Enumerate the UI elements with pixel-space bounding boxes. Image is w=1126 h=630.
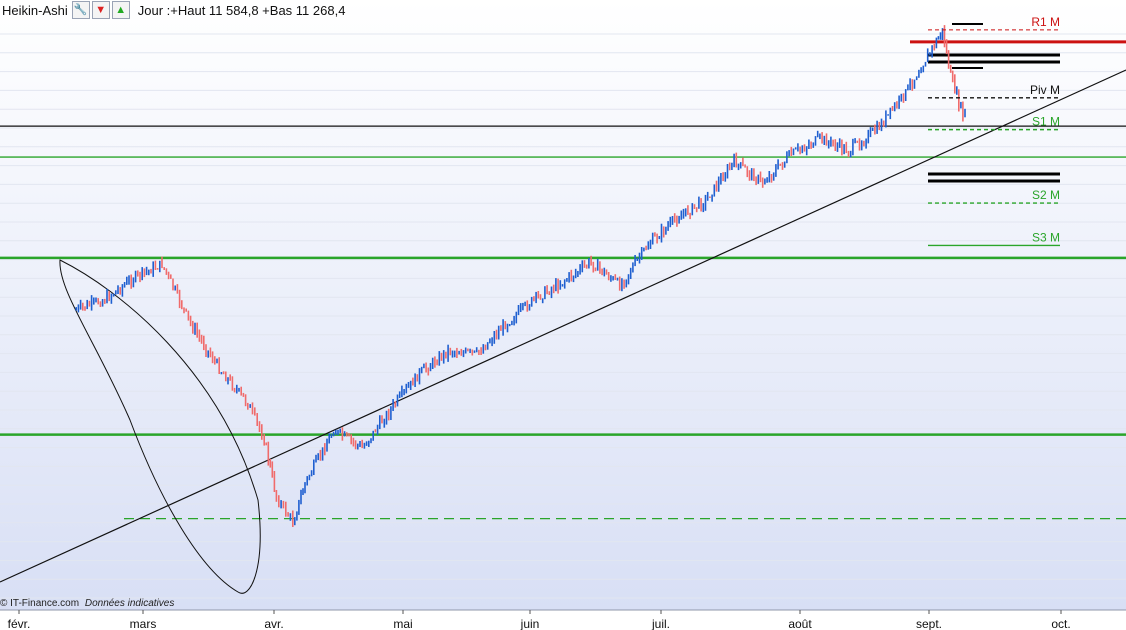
- x-tick-label: sept.: [916, 617, 942, 630]
- disclaimer-text: Données indicatives: [84, 598, 175, 609]
- gridlines: [0, 33, 1126, 599]
- x-tick-label: juin: [520, 617, 540, 630]
- x-axis: févr. mars avr. mai juin juil. août sept. oct.: [0, 609, 1126, 630]
- indicator-name[interactable]: Heikin-Ashi: [2, 2, 68, 18]
- drawing-overlay: [0, 69, 1126, 594]
- pivot-label: Piv M: [1030, 83, 1060, 97]
- x-tick-label: oct.: [1051, 617, 1070, 630]
- candles: [75, 25, 966, 527]
- pivot-label: S1 M: [1032, 115, 1060, 129]
- x-tick-label: mars: [130, 617, 157, 630]
- x-tick-label: août: [788, 617, 812, 630]
- pivot-label: S3 M: [1032, 230, 1060, 244]
- trendline: [0, 69, 1126, 583]
- x-tick-label: févr.: [8, 617, 31, 630]
- arrow-up-icon[interactable]: ▲: [111, 1, 130, 19]
- pivot-levels: R1 M Piv M S1 M S2 M S3 M: [928, 15, 1060, 247]
- chart-header: Heikin-Ashi 🔧 ▼ ▲ Jour :+Haut 11 584,8 +…: [0, 0, 345, 20]
- x-tick-label: mai: [393, 617, 412, 630]
- pivot-label: S2 M: [1032, 188, 1060, 202]
- arrow-down-icon[interactable]: ▼: [91, 1, 110, 19]
- drawn-ellipse: [59, 259, 261, 594]
- x-axis-band: [0, 610, 1126, 630]
- pivot-label: R1 M: [1031, 15, 1060, 29]
- chart-footer: © IT-Finance.com Données indicatives: [0, 598, 174, 609]
- plot-background: [0, 0, 1126, 610]
- copyright-text: © IT-Finance.com: [0, 598, 80, 609]
- x-tick-label: avr.: [264, 617, 283, 630]
- ohlc-info: Jour :+Haut 11 584,8 +Bas 11 268,4: [137, 2, 346, 18]
- wrench-icon[interactable]: 🔧: [71, 1, 90, 19]
- x-tick-label: juil.: [651, 617, 670, 630]
- horizontal-lines: [0, 23, 1126, 520]
